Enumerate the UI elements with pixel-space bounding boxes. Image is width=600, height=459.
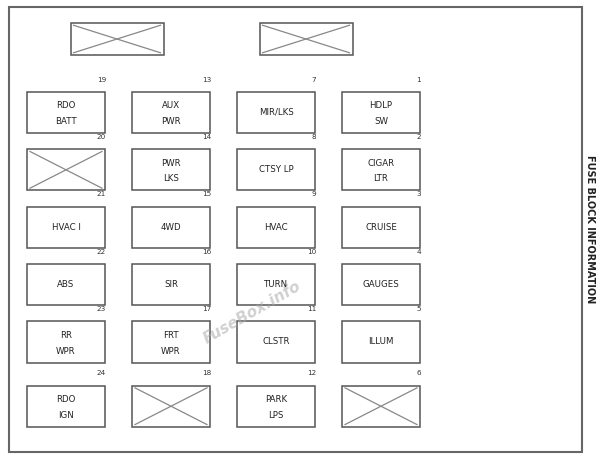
Text: 16: 16 (202, 249, 211, 255)
Text: 11: 11 (307, 306, 316, 312)
Text: PWR: PWR (161, 159, 181, 168)
Text: AUX: AUX (162, 101, 180, 110)
Text: CRUISE: CRUISE (365, 223, 397, 232)
Bar (237, 207, 315, 248)
Text: BATT: BATT (55, 117, 77, 126)
Text: 1: 1 (416, 77, 421, 83)
Bar (342, 264, 420, 305)
Text: 18: 18 (202, 370, 211, 376)
Text: PWR: PWR (161, 117, 181, 126)
Text: CLSTR: CLSTR (262, 337, 290, 347)
Bar (237, 321, 315, 363)
Bar (237, 149, 315, 190)
Text: MIR/LKS: MIR/LKS (259, 108, 293, 117)
Text: CTSY LP: CTSY LP (259, 165, 293, 174)
Text: SW: SW (374, 117, 388, 126)
Bar (132, 149, 210, 190)
Text: IGN: IGN (58, 411, 74, 420)
Text: 8: 8 (311, 134, 316, 140)
Bar (237, 264, 315, 305)
Text: 9: 9 (311, 191, 316, 197)
Text: 22: 22 (97, 249, 106, 255)
Bar (27, 149, 105, 190)
Text: 10: 10 (307, 249, 316, 255)
Bar (27, 92, 105, 133)
Text: RR: RR (60, 331, 72, 340)
Bar (237, 386, 315, 427)
Text: 12: 12 (307, 370, 316, 376)
Bar (132, 207, 210, 248)
Bar (132, 264, 210, 305)
Text: FRT: FRT (163, 331, 179, 340)
Text: LTR: LTR (374, 174, 388, 184)
Text: CIGAR: CIGAR (367, 159, 395, 168)
Text: GAUGES: GAUGES (362, 280, 400, 289)
Text: LKS: LKS (163, 174, 179, 184)
Text: HDLP: HDLP (370, 101, 392, 110)
Text: 2: 2 (416, 134, 421, 140)
Text: 15: 15 (202, 191, 211, 197)
Bar (237, 92, 315, 133)
Bar (132, 321, 210, 363)
Bar (342, 92, 420, 133)
Bar (27, 264, 105, 305)
Bar (27, 321, 105, 363)
Text: 20: 20 (97, 134, 106, 140)
Text: 24: 24 (97, 370, 106, 376)
Text: ABS: ABS (58, 280, 74, 289)
Bar (342, 149, 420, 190)
Text: FUSE BLOCK INFORMATION: FUSE BLOCK INFORMATION (585, 156, 595, 303)
Text: ILLUM: ILLUM (368, 337, 394, 347)
Text: WPR: WPR (161, 347, 181, 356)
Bar (342, 321, 420, 363)
Text: 14: 14 (202, 134, 211, 140)
Bar (342, 386, 420, 427)
Bar (27, 207, 105, 248)
Text: HVAC: HVAC (264, 223, 288, 232)
Text: SIR: SIR (164, 280, 178, 289)
Bar (71, 23, 163, 55)
Text: 7: 7 (311, 77, 316, 83)
Bar (260, 23, 353, 55)
Text: WPR: WPR (56, 347, 76, 356)
Bar (27, 386, 105, 427)
Text: PARK: PARK (265, 395, 287, 404)
Bar (132, 92, 210, 133)
Text: TURN: TURN (264, 280, 288, 289)
Bar (132, 386, 210, 427)
Text: 21: 21 (97, 191, 106, 197)
Text: 17: 17 (202, 306, 211, 312)
Text: 4WD: 4WD (161, 223, 181, 232)
Text: RDO: RDO (56, 395, 76, 404)
Text: FuseBox.info: FuseBox.info (200, 278, 304, 346)
Text: 6: 6 (416, 370, 421, 376)
Bar (342, 207, 420, 248)
Text: 3: 3 (416, 191, 421, 197)
Text: 5: 5 (416, 306, 421, 312)
Text: 13: 13 (202, 77, 211, 83)
Text: LPS: LPS (268, 411, 284, 420)
Text: HVAC I: HVAC I (52, 223, 80, 232)
Text: 23: 23 (97, 306, 106, 312)
Text: 19: 19 (97, 77, 106, 83)
Text: RDO: RDO (56, 101, 76, 110)
Text: 4: 4 (416, 249, 421, 255)
